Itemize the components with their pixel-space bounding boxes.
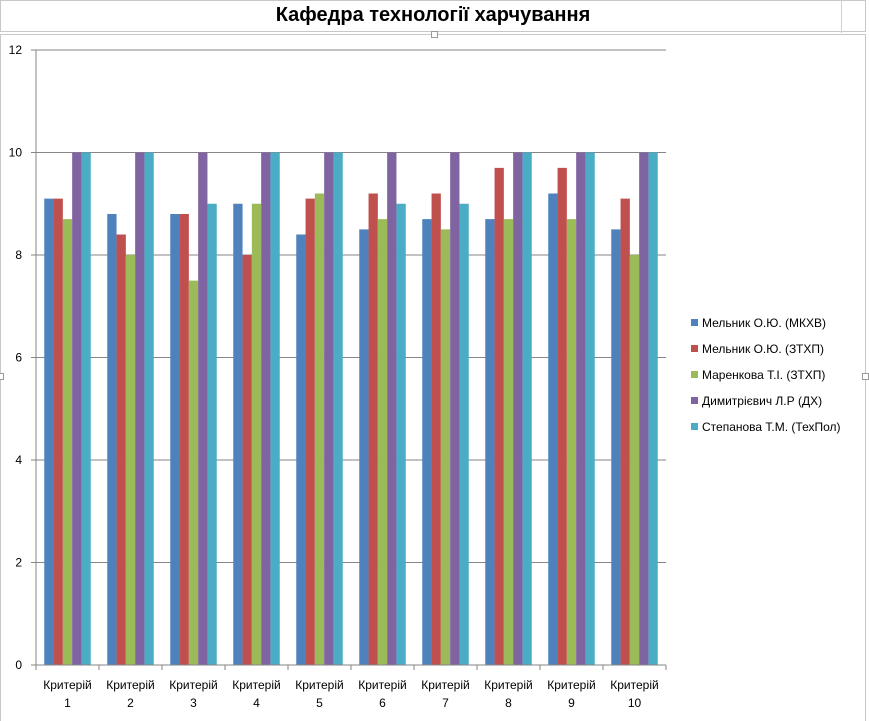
chart-title: Кафедра технології харчування: [275, 4, 591, 26]
bar: [188, 280, 199, 665]
legend-swatch: [691, 423, 698, 430]
bar: [170, 214, 180, 665]
legend-entry: Мельник О.Ю. (ЗТХП): [702, 342, 824, 356]
bar: [548, 193, 558, 665]
x-tick-label: 9: [568, 696, 575, 710]
bar: [648, 152, 658, 665]
x-tick-label: Критерій: [232, 678, 280, 692]
x-tick-label: 4: [253, 696, 260, 710]
legend-entry: Мельник О.Ю. (МКХВ): [702, 316, 826, 330]
bar: [440, 229, 451, 665]
x-tick-label: 8: [505, 696, 512, 710]
bar: [144, 152, 154, 665]
x-tick-label: Критерій: [295, 678, 343, 692]
x-tick-label: Критерій: [106, 678, 154, 692]
y-tick-label: 2: [15, 556, 22, 570]
x-tick-label: 3: [190, 696, 197, 710]
bar: [333, 152, 343, 665]
x-tick-label: Критерій: [547, 678, 595, 692]
x-tick-label: 6: [379, 696, 386, 710]
bar: [576, 152, 586, 665]
y-tick-label: 0: [15, 658, 22, 672]
bar: [116, 234, 126, 665]
y-tick-label: 10: [9, 146, 23, 160]
x-tick-label: 7: [442, 696, 449, 710]
bar: [233, 203, 243, 665]
bar: [72, 152, 82, 665]
bar: [242, 255, 252, 665]
bar: [251, 203, 262, 665]
bar: [368, 193, 378, 665]
bar: [494, 167, 504, 665]
legend-entry: Маренкова Т.І. (ЗТХП): [702, 368, 825, 382]
bar: [44, 198, 54, 665]
bar: [324, 152, 334, 665]
bar: [566, 219, 577, 665]
bar: [198, 152, 208, 665]
bar: [125, 255, 136, 665]
bar: [62, 219, 73, 665]
x-tick-label: 2: [127, 696, 134, 710]
bar: [422, 219, 432, 665]
bar: [377, 219, 388, 665]
legend-swatch: [691, 319, 698, 326]
x-tick-label: Критерій: [421, 678, 469, 692]
resize-handle-left[interactable]: [0, 373, 4, 380]
legend-swatch: [691, 371, 698, 378]
bar: [314, 193, 325, 665]
bar: [513, 152, 523, 665]
bar: [585, 152, 595, 665]
bar: [611, 229, 621, 665]
bar: [522, 152, 532, 665]
bar: [296, 234, 306, 665]
x-tick-label: Критерій: [358, 678, 406, 692]
y-tick-label: 8: [15, 248, 22, 262]
bar: [81, 152, 91, 665]
bar: [431, 193, 441, 665]
bar: [639, 152, 649, 665]
bar: [629, 255, 640, 665]
title-cell-divider: [841, 1, 842, 33]
bar: [450, 152, 460, 665]
legend-entry: Димитрієвич Л.Р (ДХ): [702, 394, 822, 408]
bar: [207, 203, 217, 665]
y-tick-label: 6: [15, 351, 22, 365]
bar: [135, 152, 145, 665]
legend-entry: Степанова Т.М. (ТехПол): [702, 420, 841, 434]
x-tick-label: 1: [64, 696, 71, 710]
bar: [459, 203, 469, 665]
bar: [485, 219, 495, 665]
x-tick-label: 5: [316, 696, 323, 710]
resize-handle-top[interactable]: [431, 31, 438, 38]
y-tick-label: 12: [9, 43, 23, 57]
legend-swatch: [691, 345, 698, 352]
bar: [305, 198, 315, 665]
bar: [620, 198, 630, 665]
y-tick-label: 4: [15, 453, 22, 467]
bar: [270, 152, 280, 665]
bar: [503, 219, 514, 665]
x-tick-label: 10: [628, 696, 642, 710]
bar: [396, 203, 406, 665]
bar: [359, 229, 369, 665]
x-tick-label: Критерій: [169, 678, 217, 692]
bar: [53, 198, 63, 665]
bar: [107, 214, 117, 665]
legend-swatch: [691, 397, 698, 404]
chart-title-box: Кафедра технології харчування: [0, 0, 866, 33]
x-tick-label: Критерій: [484, 678, 532, 692]
x-tick-label: Критерій: [43, 678, 91, 692]
bar: [179, 214, 189, 665]
x-tick-label: Критерій: [610, 678, 658, 692]
bar: [387, 152, 397, 665]
bar: [261, 152, 271, 665]
bar: [557, 167, 567, 665]
